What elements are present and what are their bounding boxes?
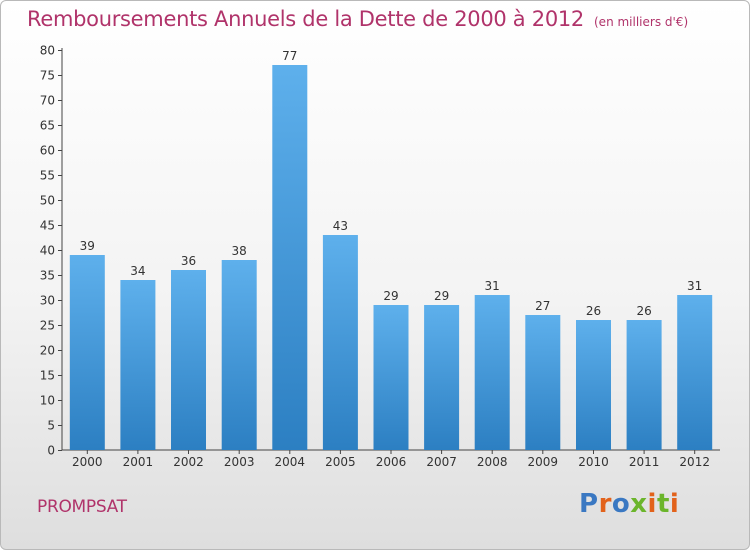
y-tick-label: 15	[40, 369, 55, 383]
bar-value-label: 26	[636, 304, 651, 318]
x-tick-label: 2009	[528, 455, 559, 469]
bar-value-label: 38	[232, 244, 247, 258]
bar	[272, 65, 308, 450]
y-tick-label: 60	[40, 144, 55, 158]
y-tick-label: 70	[40, 94, 55, 108]
bar-value-label: 29	[383, 289, 398, 303]
chart-title-main: Remboursements Annuels de la Dette de 20…	[27, 7, 584, 31]
bar	[474, 295, 510, 450]
y-tick-label: 45	[40, 219, 55, 233]
proxiti-logo: Proxiti	[579, 489, 679, 519]
bar-value-label: 27	[535, 299, 550, 313]
y-tick-label: 40	[40, 244, 55, 258]
y-tick-label: 30	[40, 294, 55, 308]
bar	[373, 305, 409, 450]
logo-letter: t	[656, 489, 670, 519]
bar-value-label: 26	[586, 304, 601, 318]
bar-value-label: 31	[485, 279, 500, 293]
bar-value-label: 43	[333, 219, 348, 233]
bar	[322, 235, 358, 450]
bar-value-label: 39	[80, 239, 95, 253]
x-tick-label: 2005	[325, 455, 356, 469]
chart-title-unit: (en milliers d'€)	[594, 15, 689, 29]
y-tick-label: 65	[40, 119, 55, 133]
x-tick-label: 2006	[376, 455, 407, 469]
bar	[576, 320, 611, 450]
bar	[221, 260, 257, 450]
y-tick-label: 50	[40, 194, 55, 208]
logo-letter: o	[611, 489, 631, 519]
bar	[69, 255, 105, 450]
x-tick-label: 2007	[426, 455, 457, 469]
y-tick-label: 35	[40, 269, 55, 283]
y-tick-label: 75	[40, 69, 55, 83]
y-tick-label: 20	[40, 344, 55, 358]
logo-letter: r	[598, 489, 612, 519]
x-tick-label: 2001	[123, 455, 154, 469]
x-tick-label: 2003	[224, 455, 255, 469]
bar	[626, 320, 662, 450]
x-tick-label: 2010	[578, 455, 609, 469]
bar-value-label: 77	[282, 49, 297, 63]
logo-letter: i	[669, 489, 680, 519]
logo-letter: P	[579, 489, 599, 519]
x-tick-label: 2000	[72, 455, 103, 469]
y-tick-label: 0	[47, 444, 55, 458]
bar	[424, 305, 460, 450]
x-tick-label: 2004	[275, 455, 306, 469]
bar	[677, 295, 713, 450]
logo-letter: x	[630, 489, 648, 519]
bar-value-label: 34	[130, 264, 145, 278]
x-tick-label: 2011	[629, 455, 660, 469]
bar-value-label: 29	[434, 289, 449, 303]
bar	[120, 280, 156, 450]
logo-letter: i	[647, 489, 657, 519]
bar	[525, 315, 561, 450]
commune-name: PROMPSAT	[37, 497, 127, 517]
bar	[171, 270, 206, 450]
y-tick-label: 80	[40, 44, 55, 58]
x-tick-label: 2012	[679, 455, 710, 469]
x-tick-label: 2002	[173, 455, 204, 469]
y-tick-label: 25	[40, 319, 55, 333]
y-tick-label: 55	[40, 169, 55, 183]
bar-value-label: 31	[687, 279, 702, 293]
chart-title: Remboursements Annuels de la Dette de 20…	[27, 7, 688, 31]
x-tick-label: 2008	[477, 455, 508, 469]
bar-value-label: 36	[181, 254, 196, 268]
y-tick-label: 10	[40, 394, 55, 408]
y-tick-label: 5	[47, 419, 55, 433]
